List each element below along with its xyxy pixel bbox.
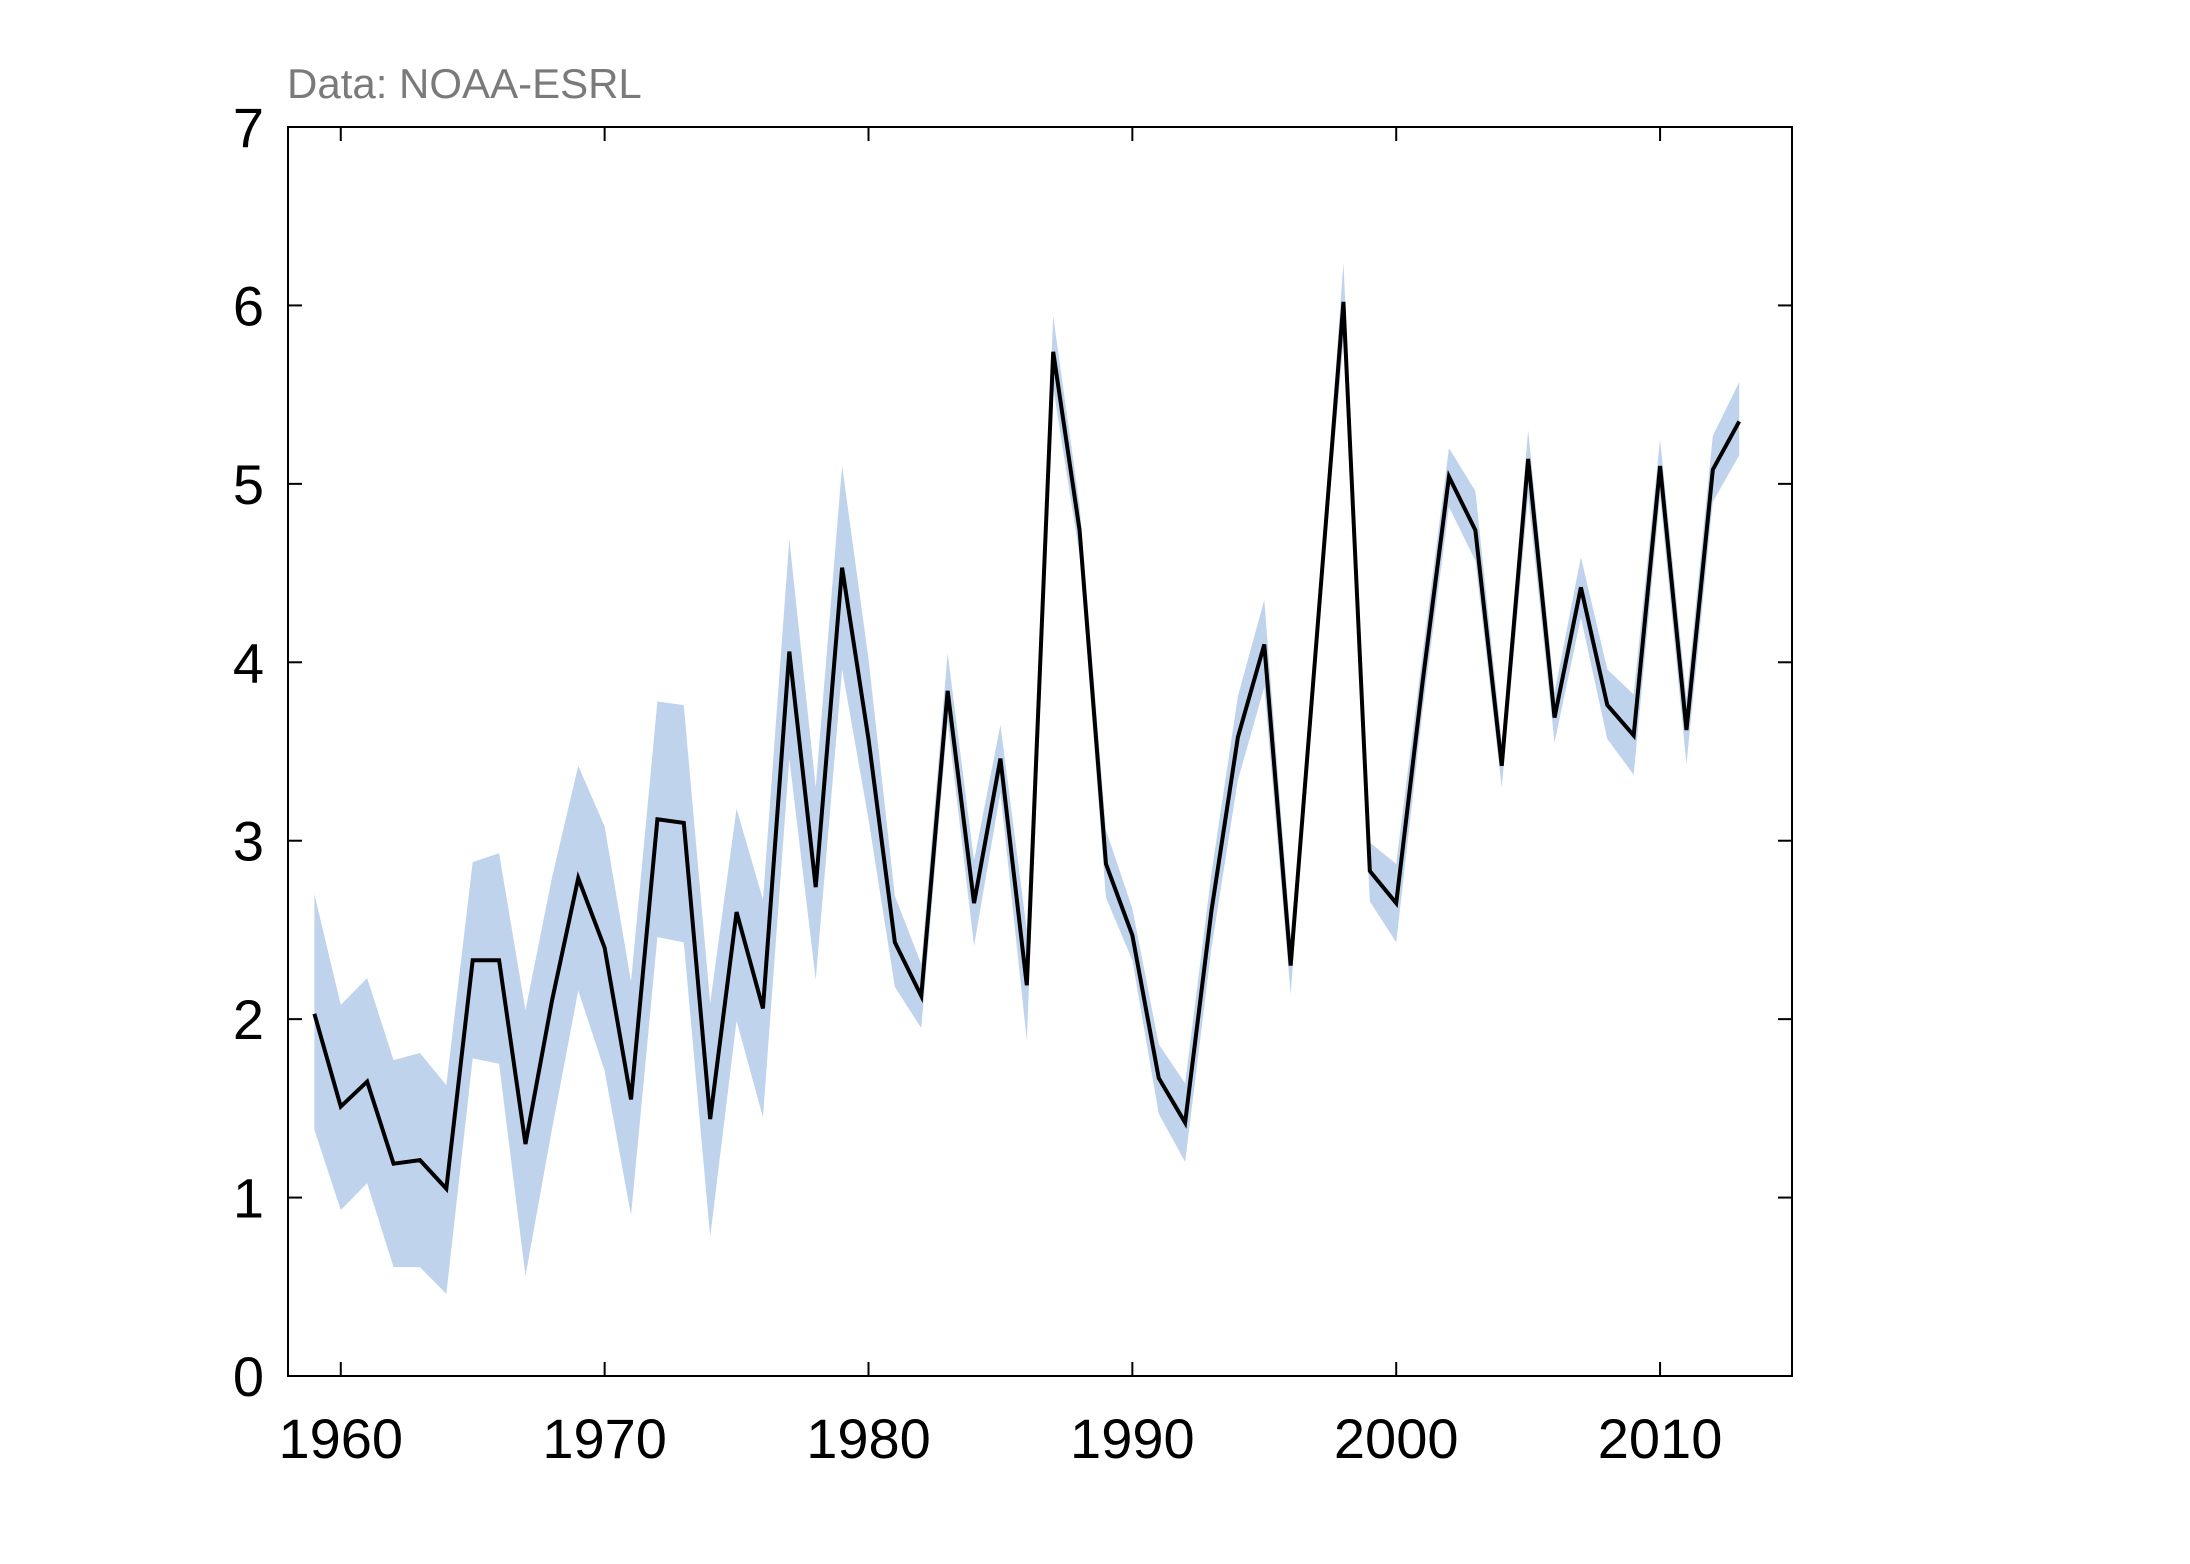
- y-tick-label-4: 4: [233, 631, 264, 694]
- data-point-2010: [1658, 464, 1662, 468]
- data-point-2009: [1632, 733, 1636, 737]
- data-point-2001: [1421, 680, 1425, 684]
- data-point-1977: [787, 650, 791, 654]
- data-point-1985: [998, 757, 1002, 761]
- x-tick-label-1990: 1990: [1070, 1407, 1195, 1470]
- data-point-1987: [1051, 350, 1055, 354]
- data-point-1988: [1078, 528, 1082, 532]
- data-point-2012: [1711, 468, 1715, 472]
- data-point-1972: [655, 817, 659, 821]
- x-axis: 1960 1970 1980 1990 2000 2010: [278, 127, 1722, 1470]
- data-point-1989: [1104, 862, 1108, 866]
- data-point-2006: [1553, 716, 1557, 720]
- series-line: [312, 301, 1741, 1194]
- x-tick-label-1960: 1960: [278, 1407, 403, 1470]
- data-point-1969: [576, 876, 580, 880]
- data-point-1983: [946, 689, 950, 693]
- data-point-1991: [1157, 1076, 1161, 1080]
- data-point-1975: [735, 910, 739, 914]
- data-point-1966: [497, 958, 501, 962]
- uncertainty-band-layer: [314, 262, 1740, 1294]
- y-tick-label-7: 7: [233, 96, 264, 159]
- data-point-1967: [523, 1142, 527, 1146]
- data-point-1986: [1025, 983, 1029, 987]
- data-point-1978: [814, 885, 818, 889]
- data-point-1992: [1183, 1121, 1187, 1125]
- data-point-1976: [761, 1006, 765, 1010]
- y-tick-label-0: 0: [233, 1345, 264, 1408]
- y-tick-label-5: 5: [233, 453, 264, 516]
- y-tick-label-3: 3: [233, 810, 264, 873]
- x-tick-label-1970: 1970: [542, 1407, 667, 1470]
- data-point-1974: [708, 1117, 712, 1121]
- data-point-1973: [682, 821, 686, 825]
- data-point-1971: [629, 1097, 633, 1101]
- data-point-1982: [919, 994, 923, 998]
- data-point-2000: [1394, 901, 1398, 905]
- y-tick-label-1: 1: [233, 1167, 264, 1230]
- data-point-2007: [1579, 585, 1583, 589]
- y-tick-label-2: 2: [233, 988, 264, 1051]
- data-point-2005: [1526, 457, 1530, 461]
- data-point-1964: [444, 1187, 448, 1191]
- data-point-1961: [365, 1080, 369, 1084]
- data-point-1997: [1315, 632, 1319, 636]
- plot-frame: [287, 126, 1793, 1377]
- data-point-1970: [603, 946, 607, 950]
- data-point-1999: [1368, 869, 1372, 873]
- data-point-2002: [1447, 475, 1451, 479]
- data-point-2008: [1605, 703, 1609, 707]
- data-point-1980: [866, 737, 870, 741]
- data-point-1984: [972, 901, 976, 905]
- x-tick-label-2010: 2010: [1598, 1407, 1723, 1470]
- data-point-2013: [1737, 419, 1741, 423]
- x-tick-label-2000: 2000: [1334, 1407, 1459, 1470]
- data-point-1962: [392, 1162, 396, 1166]
- data-point-1990: [1130, 933, 1134, 937]
- data-point-1981: [893, 940, 897, 944]
- data-point-1998: [1341, 300, 1345, 304]
- data-point-1993: [1210, 908, 1214, 912]
- data-point-1965: [471, 958, 475, 962]
- data-point-2004: [1500, 764, 1504, 768]
- data-point-2003: [1473, 528, 1477, 532]
- data-point-1960: [339, 1105, 343, 1109]
- series-line-layer: [312, 300, 1741, 1194]
- data-point-1996: [1289, 964, 1293, 968]
- data-point-1963: [418, 1158, 422, 1162]
- uncertainty-band: [314, 262, 1740, 1294]
- data-point-1968: [550, 999, 554, 1003]
- data-point-1994: [1236, 735, 1240, 739]
- x-tick-label-1980: 1980: [806, 1407, 931, 1470]
- data-point-2011: [1684, 728, 1688, 732]
- y-tick-label-6: 6: [233, 274, 264, 337]
- source-label: Data: NOAA-ESRL: [287, 60, 642, 107]
- y-axis: 0 1 2 3 4 5 6 7: [233, 96, 1792, 1408]
- data-point-1959: [312, 1012, 316, 1016]
- data-point-1995: [1262, 642, 1266, 646]
- data-point-1979: [840, 566, 844, 570]
